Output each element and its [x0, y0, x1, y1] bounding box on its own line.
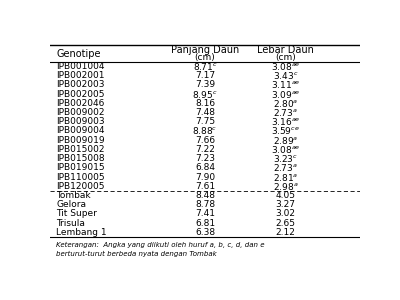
Text: IPB009019: IPB009019: [56, 136, 105, 145]
Text: 8.88$^{c}$: 8.88$^{c}$: [192, 125, 218, 136]
Text: IPB002046: IPB002046: [56, 99, 104, 108]
Text: 7.66: 7.66: [195, 136, 215, 145]
Text: 3.43$^{c}$: 3.43$^{c}$: [273, 70, 298, 81]
Text: IPB015008: IPB015008: [56, 154, 105, 163]
Text: IPB002005: IPB002005: [56, 90, 105, 99]
Text: 3.23$^{c}$: 3.23$^{c}$: [273, 153, 298, 164]
Text: 3.27: 3.27: [276, 200, 296, 209]
Text: Trisula: Trisula: [56, 219, 85, 228]
Text: IPB009003: IPB009003: [56, 117, 105, 126]
Text: 7.39: 7.39: [195, 80, 215, 89]
Text: berturut-turut berbeda nyata dengan Tombak: berturut-turut berbeda nyata dengan Tomb…: [56, 251, 217, 257]
Text: IPB110005: IPB110005: [56, 172, 105, 182]
Text: 6.38: 6.38: [195, 228, 215, 237]
Text: 7.22: 7.22: [195, 145, 215, 154]
Text: 3.11$^{ae}$: 3.11$^{ae}$: [271, 80, 300, 90]
Text: 7.41: 7.41: [195, 209, 215, 218]
Text: Tombak: Tombak: [56, 191, 91, 200]
Text: 3.08$^{ae}$: 3.08$^{ae}$: [271, 61, 300, 72]
Text: 2.65: 2.65: [276, 219, 296, 228]
Text: 2.98$^{a}$: 2.98$^{a}$: [273, 181, 298, 192]
Text: Panjang Daun: Panjang Daun: [171, 45, 239, 55]
Text: 2.89$^{a}$: 2.89$^{a}$: [273, 135, 298, 146]
Text: 2.73$^{a}$: 2.73$^{a}$: [273, 162, 298, 173]
Text: 2.80$^{a}$: 2.80$^{a}$: [273, 98, 298, 109]
Text: 6.84: 6.84: [195, 163, 215, 172]
Text: 3.08$^{ae}$: 3.08$^{ae}$: [271, 144, 300, 155]
Text: IPB015002: IPB015002: [56, 145, 105, 154]
Text: Tit Super: Tit Super: [56, 209, 97, 218]
Text: 8.78: 8.78: [195, 200, 215, 209]
Text: 2.81$^{a}$: 2.81$^{a}$: [273, 172, 298, 183]
Text: 8.16: 8.16: [195, 99, 215, 108]
Text: Lembang 1: Lembang 1: [56, 228, 107, 237]
Text: IPB120005: IPB120005: [56, 182, 105, 191]
Text: 8.71$^{c}$: 8.71$^{c}$: [193, 61, 217, 72]
Text: 3.02: 3.02: [276, 209, 296, 218]
Text: IPB009004: IPB009004: [56, 127, 105, 136]
Text: 7.48: 7.48: [195, 108, 215, 117]
Text: IPB002001: IPB002001: [56, 71, 105, 80]
Text: IPB009002: IPB009002: [56, 108, 105, 117]
Text: IPB019015: IPB019015: [56, 163, 105, 172]
Text: 3.09$^{ae}$: 3.09$^{ae}$: [271, 88, 300, 100]
Text: 7.90: 7.90: [195, 172, 215, 182]
Text: 3.16$^{ae}$: 3.16$^{ae}$: [271, 116, 300, 127]
Text: Lebar Daun: Lebar Daun: [257, 45, 314, 55]
Text: 3.59$^{ce}$: 3.59$^{ce}$: [271, 125, 300, 136]
Text: IPB001004: IPB001004: [56, 62, 105, 71]
Text: 7.23: 7.23: [195, 154, 215, 163]
Text: Keterangan:  Angka yang diikuti oleh huruf a, b, c, d, dan e: Keterangan: Angka yang diikuti oleh huru…: [56, 242, 265, 248]
Text: 8.95$^{c}$: 8.95$^{c}$: [192, 88, 218, 100]
Text: 8.48: 8.48: [195, 191, 215, 200]
Text: 4.05: 4.05: [276, 191, 296, 200]
Text: 7.75: 7.75: [195, 117, 215, 126]
Text: Genotipe: Genotipe: [56, 49, 101, 58]
Text: (cm): (cm): [275, 53, 296, 62]
Text: IPB002003: IPB002003: [56, 80, 105, 89]
Text: 2.12: 2.12: [276, 228, 296, 237]
Text: 6.81: 6.81: [195, 219, 215, 228]
Text: (cm): (cm): [195, 53, 215, 62]
Text: 7.17: 7.17: [195, 71, 215, 80]
Text: Gelora: Gelora: [56, 200, 86, 209]
Text: 7.61: 7.61: [195, 182, 215, 191]
Text: 2.73$^{a}$: 2.73$^{a}$: [273, 107, 298, 118]
